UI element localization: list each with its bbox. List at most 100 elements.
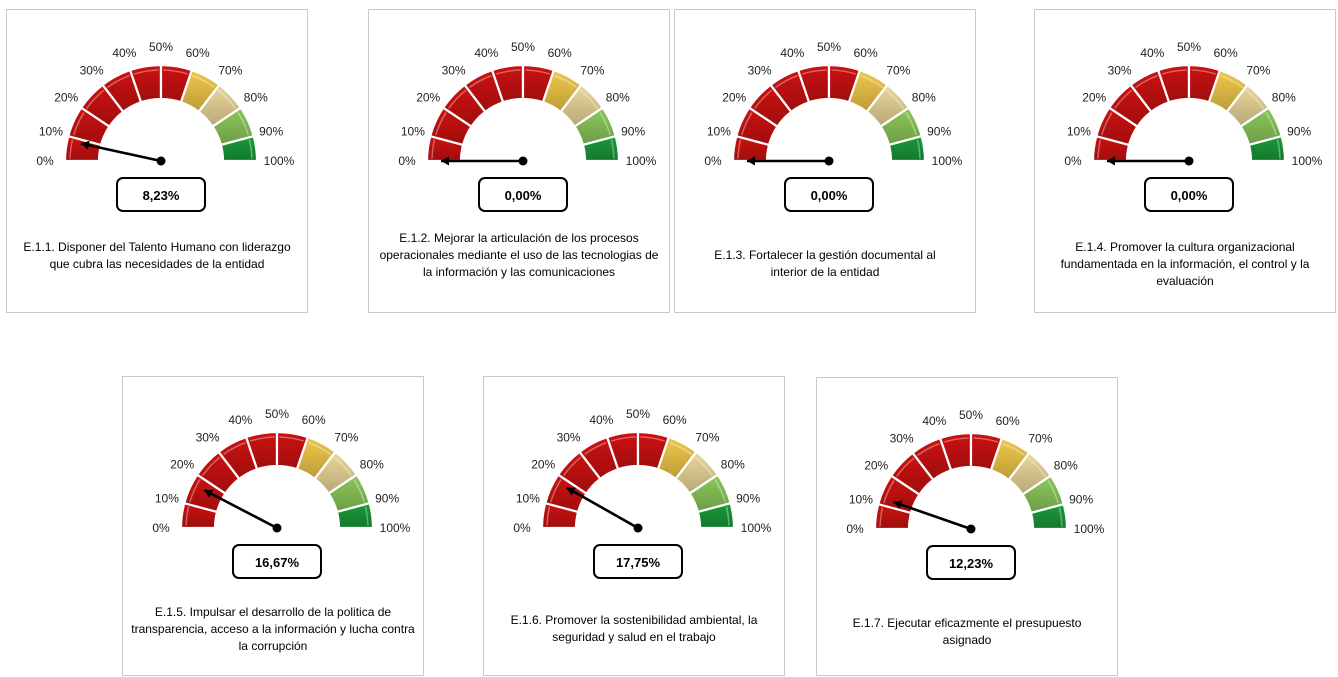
gauge-tick-label: 60% [1214,46,1238,60]
gauge-segment-highlight [189,479,201,503]
gauge-segment-highlight [584,441,607,455]
gauge-tick-label: 50% [959,408,983,422]
gauge-pivot [1184,156,1194,166]
gauge-tick-label: 80% [244,91,268,105]
gauge-tick-label: 70% [334,431,358,445]
gauge-needle-head [441,156,449,166]
gauge-needle-head [893,500,903,509]
gauge-tick-label: 0% [398,154,416,168]
gauge-segment-highlight [737,139,742,159]
gauge-tick-label: 0% [36,154,54,168]
gauge-tick-label: 90% [259,124,283,138]
gauge-caption: E.1.6. Promover la sostenibilidad ambien… [510,613,758,644]
gauge-segment-highlight [308,441,331,455]
gauge-tick-label: 50% [265,407,289,421]
gauge-segment-highlight [741,112,753,136]
gauge-tick-label: 70% [218,64,242,78]
gauge-segment-highlight [831,69,857,75]
gauge-segment-highlight [563,456,582,476]
gauge-segment [1029,502,1069,531]
gauge-tick-label: 10% [155,491,179,505]
gauge-tick-label: 30% [80,64,104,78]
gauge-tick-label: 40% [112,46,136,60]
gauge-tick-label: 100% [626,154,657,168]
gauge-tick-label: 100% [741,521,772,535]
gauge-card-e-1-1: 0% 10% 20% 30% 40% 50% 60% 70% 80% 90% 100% 8,23% E… [6,9,308,313]
gauge-segment-highlight [599,112,611,136]
gauge-segment-highlight [801,69,827,75]
gauge-tick-label: 90% [736,491,760,505]
gauge-segment-highlight [353,479,365,503]
gauge-tick-label: 70% [1246,64,1270,78]
gauge-pivot [518,156,528,166]
gauge-chart: 0% 10% 20%30% 40% 50% 60% 70%80% 90% 100% 0,00% [704,40,963,212]
gauge-segment-highlight [1276,139,1281,159]
gauge-segment-highlight [883,480,895,504]
gauge-tick-label: 50% [149,40,173,54]
gauge-segment-highlight [469,74,492,88]
gauge-tick-label: 10% [707,124,731,138]
gauge-tick-label: 40% [589,413,613,427]
gauge-tick-label: 90% [927,124,951,138]
gauge-tick-label: 70% [580,64,604,78]
gauge-tick-label: 40% [922,414,946,428]
gauge-segment-highlight [237,112,249,136]
gauge-tick-label: 40% [780,46,804,60]
gauge-caption: E.1.5. Impulsar el desarrollo de la poli… [131,605,415,653]
gauge-segment [581,134,621,163]
gauge-segment-highlight [694,456,713,476]
gauge-tick-label: 100% [380,521,411,535]
gauge-value-box [1144,177,1234,212]
gauge-card-e-1-4: 0% 10% 20% 30% 40% 50% 60% 70% 80% 90% 100% 0,00% E… [1034,9,1336,313]
gauge-segment-highlight [202,456,221,476]
gauge-needle-head [80,140,90,150]
gauge-needle-head [747,156,755,166]
gauge-segment-highlight [364,506,369,526]
gauge-card-e-1-7: 0% 10% 20% 30% 40% 50% 60% 70% 80% 90% 100% 12,23% … [816,377,1118,676]
gauge-value-box [116,177,206,212]
gauge-segment-highlight [192,74,215,88]
gauge-segment-highlight [249,436,275,442]
gauge-segment-highlight [248,139,253,159]
gauge-segment-highlight [917,442,940,456]
gauge-value-box [232,544,322,579]
gauge-chart: 0% 10% 20%30% 40% 50% 60% 70%80% 90% 100% 0,00% [398,40,657,212]
gauge-tick-label: 90% [1287,124,1311,138]
gauge-segment-highlight [223,441,246,455]
gauge-tick-label: 80% [606,91,630,105]
gauge-card-e-1-5: 0% 10% 20% 30% 40% 50% 60% 70% 80% 90% 100% 16,67% … [122,376,424,676]
gauge-value-box [784,177,874,212]
gauge-caption: E.1.2. Mejorar la articulación de los pr… [379,231,659,279]
gauge-segment [219,134,259,163]
gauge-tick-label: 20% [54,91,78,105]
gauge-value-label: 17,75% [616,555,661,570]
gauge-segment-highlight [1101,112,1113,136]
gauge-tick-label: 60% [548,46,572,60]
gauge-tick-label: 100% [1074,522,1105,536]
gauge-segment-highlight [73,112,85,136]
gauge-segment [335,501,375,530]
gauge-tick-label: 20% [170,458,194,472]
gauge-segment-highlight [525,69,551,75]
gauge-segment-highlight [546,506,551,526]
gauge-segment-highlight [217,89,236,109]
gauge-value-label: 0,00% [505,188,542,203]
gauge-card-e-1-2: 0% 10% 20% 30% 40% 50% 60% 70% 80% 90% 100% 0,00% E… [368,9,670,313]
gauge-segment-highlight [610,139,615,159]
gauge-segment-highlight [1097,139,1102,159]
gauge-segment-highlight [435,112,447,136]
gauge-segment-highlight [86,89,105,109]
gauge-pivot [272,523,282,533]
gauge-tick-label: 10% [401,124,425,138]
gauge-segment-highlight [1265,112,1277,136]
gauge-tick-label: 10% [516,491,540,505]
gauge-needle [566,486,639,530]
gauge-tick-label: 80% [360,458,384,472]
gauge-segment-highlight [279,436,305,442]
gauge-segment-highlight [133,69,159,75]
gauge-tick-label: 0% [846,522,864,536]
gauge-segment-highlight [879,507,884,527]
gauge-caption: E.1.1. Disponer del Talento Humano con l… [23,240,291,271]
gauge-value-label: 12,23% [949,556,994,571]
gauge-segment-highlight [448,89,467,109]
